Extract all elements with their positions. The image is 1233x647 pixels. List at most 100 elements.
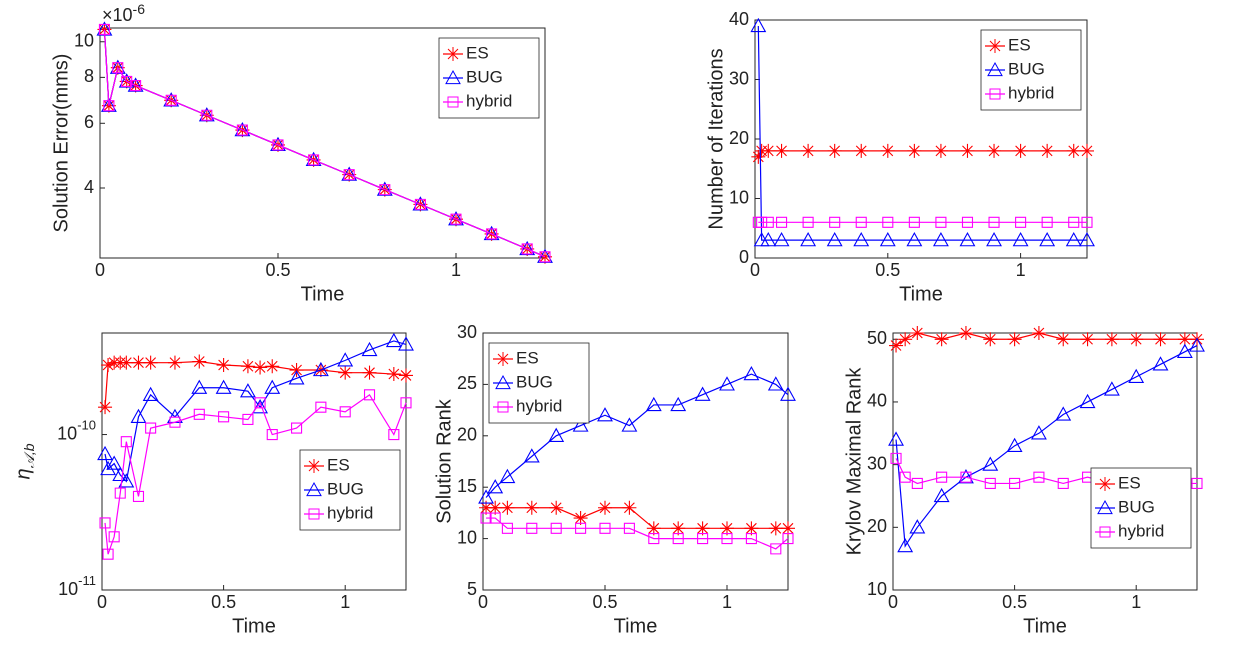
series-line	[104, 394, 407, 555]
marker	[1056, 332, 1071, 347]
y-tick-label: 10	[729, 187, 749, 207]
marker	[1104, 332, 1119, 347]
marker	[1080, 143, 1094, 158]
marker	[1080, 332, 1095, 347]
y-tick-label: 40	[729, 9, 749, 29]
marker	[982, 456, 999, 471]
marker	[1079, 393, 1096, 409]
y-tick-label: 30	[457, 322, 477, 342]
marker	[1041, 216, 1053, 228]
marker	[801, 143, 816, 158]
marker	[103, 100, 115, 112]
marker	[599, 522, 611, 534]
x-tick-label: 1	[340, 592, 350, 612]
marker	[781, 521, 795, 536]
marker	[448, 211, 464, 226]
marker	[1033, 471, 1045, 483]
x-tick-label: 1	[451, 260, 461, 280]
legend-marker	[1098, 477, 1112, 491]
legend-marker	[1099, 526, 1111, 538]
marker	[142, 386, 159, 402]
legend-marker	[495, 374, 511, 390]
marker	[694, 386, 711, 401]
x-tick-label: 0	[478, 592, 488, 612]
marker	[1055, 406, 1072, 421]
marker	[672, 533, 684, 545]
marker	[97, 22, 112, 37]
legend-label: ES	[516, 348, 539, 367]
x-axis-label: Time	[899, 283, 943, 305]
marker	[539, 251, 551, 263]
legend-label: BUG	[327, 479, 364, 498]
legend-marker	[445, 69, 461, 85]
series-line	[757, 25, 1087, 241]
y-tick-label: 50	[867, 328, 887, 348]
marker	[1191, 477, 1203, 489]
legend-label: BUG	[1118, 497, 1155, 516]
y-exponent: ×10-6	[102, 1, 145, 25]
marker	[983, 332, 998, 347]
marker	[500, 500, 515, 515]
marker	[1081, 216, 1093, 228]
marker	[524, 500, 539, 515]
marker	[266, 428, 278, 441]
marker	[289, 363, 304, 378]
marker	[719, 376, 735, 391]
plot-area	[478, 365, 796, 555]
marker	[935, 216, 947, 228]
marker	[906, 232, 923, 247]
marker	[743, 365, 760, 381]
plot-area	[750, 17, 1095, 247]
series-line	[486, 517, 789, 550]
marker	[958, 469, 974, 484]
y-tick-label: 4	[84, 177, 94, 197]
x-tick-label: 0.5	[1002, 592, 1027, 612]
marker	[308, 154, 320, 166]
marker	[131, 355, 146, 370]
marker	[519, 240, 536, 256]
y-axis-label: η𝒜,b	[12, 443, 36, 479]
marker	[118, 473, 135, 488]
marker	[826, 232, 843, 247]
marker	[890, 452, 902, 464]
marker	[1189, 337, 1205, 352]
marker	[523, 448, 540, 463]
marker	[1039, 232, 1056, 247]
marker	[1103, 381, 1120, 396]
legend-label: ES	[1008, 35, 1031, 54]
marker	[167, 355, 182, 370]
marker	[762, 216, 774, 228]
legend-label: hybrid	[466, 91, 512, 110]
marker	[270, 136, 286, 152]
legend-marker	[987, 61, 1003, 77]
marker	[1009, 477, 1021, 489]
series-line	[104, 340, 407, 483]
marker	[385, 332, 402, 348]
marker	[767, 376, 784, 391]
marker	[343, 169, 355, 181]
marker	[889, 338, 904, 353]
marker	[1068, 216, 1080, 228]
marker	[1129, 332, 1144, 347]
marker	[909, 519, 926, 534]
marker	[1066, 143, 1081, 158]
marker	[120, 436, 132, 448]
marker	[782, 533, 794, 545]
marker	[487, 479, 504, 494]
marker	[109, 59, 126, 74]
marker	[1030, 425, 1047, 440]
marker	[623, 522, 635, 534]
marker	[776, 216, 788, 228]
marker	[165, 94, 177, 106]
marker	[399, 368, 413, 383]
marker	[376, 181, 393, 196]
marker	[855, 216, 867, 228]
series-line	[485, 373, 789, 498]
marker	[388, 428, 400, 441]
marker	[751, 149, 766, 164]
marker	[575, 522, 587, 534]
marker	[936, 471, 948, 483]
marker	[768, 521, 783, 536]
marker	[720, 521, 734, 536]
marker	[163, 92, 180, 107]
